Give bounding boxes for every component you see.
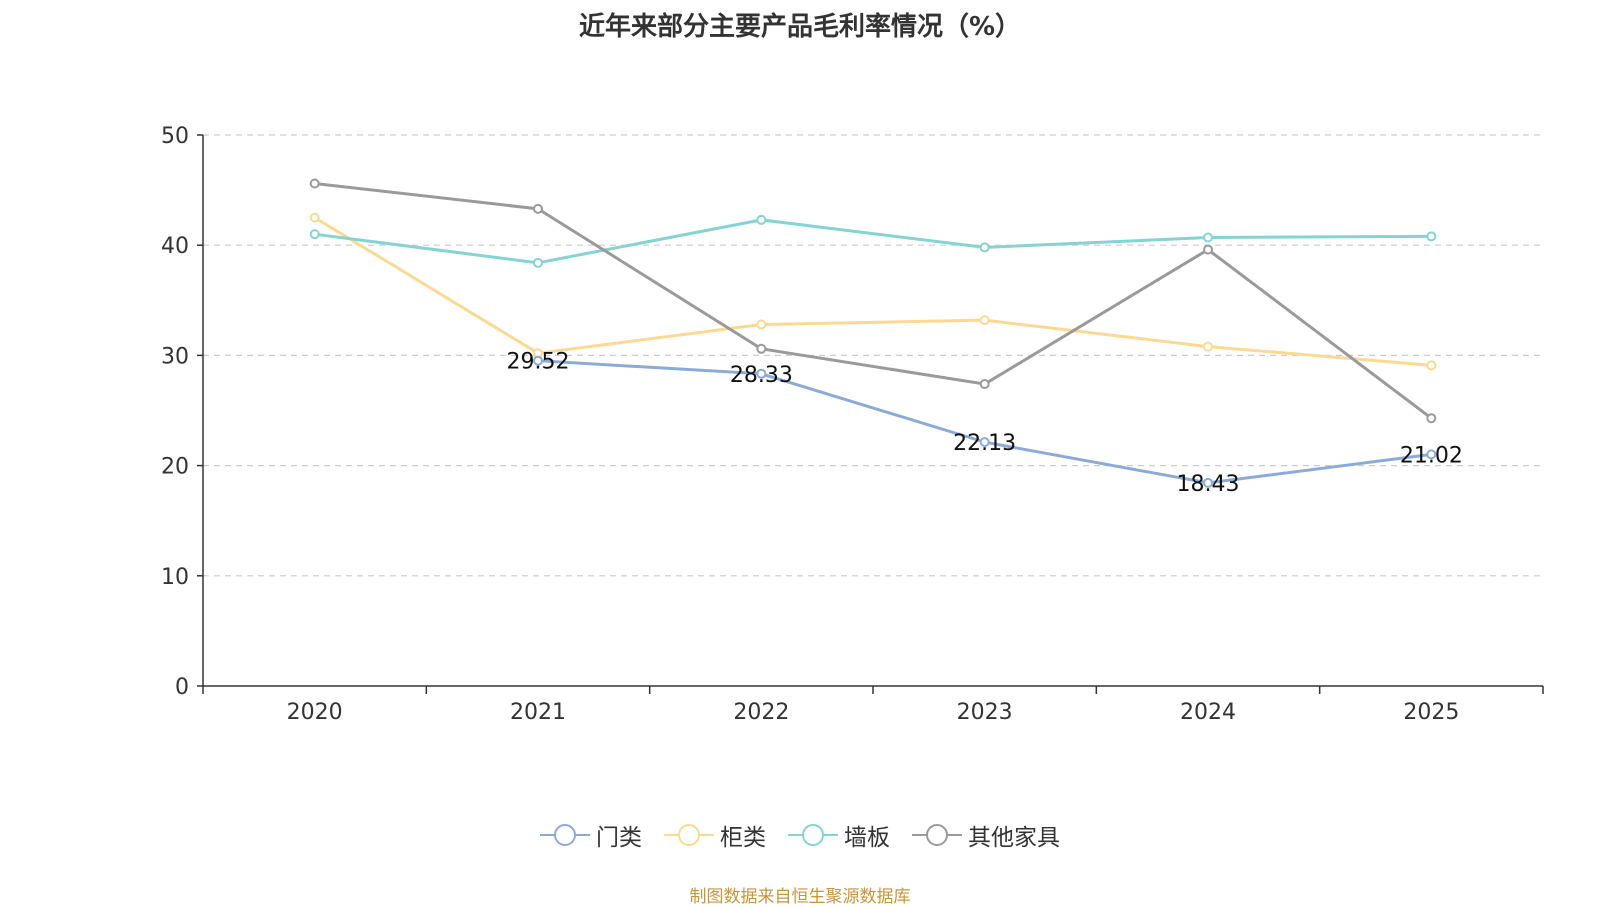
legend-wallboard-icon <box>788 824 838 846</box>
x-tick-label-2024: 2024 <box>1180 700 1236 725</box>
data-label-s0-2023: 22.13 <box>953 431 1016 456</box>
series-line-2 <box>314 218 1432 265</box>
data-point-s3-2024 <box>1203 244 1213 255</box>
legend-item-wallboard[interactable]: 墙板 <box>788 818 890 852</box>
data-point-s1-2020 <box>309 212 320 223</box>
data-label-s0-2022: 28.33 <box>730 363 793 388</box>
data-point-s2-2021 <box>533 257 543 268</box>
line-chart: 0 10 20 30 40 50 2020 2021 2022 2023 2024 2025 29.52… <box>161 124 1544 725</box>
legend-door-icon <box>540 824 590 846</box>
data-source-note: 制图数据来自恒生聚源数据库 <box>689 887 911 907</box>
data-point-s3-2021 <box>533 203 543 214</box>
data-point-s0-2022 <box>756 368 767 379</box>
data-point-s2-2025 <box>1426 231 1437 242</box>
x-tick-label-2022: 2022 <box>733 700 789 725</box>
legend-item-other-furniture[interactable]: 其他家具 <box>912 818 1060 852</box>
chart-legend: 门类 柜类 墙板 其他家具 <box>0 818 1600 852</box>
series-line-3 <box>314 181 1433 420</box>
x-tick-label-2025: 2025 <box>1403 700 1459 725</box>
data-point-s3-2025 <box>1426 413 1437 424</box>
data-point-s2-2023 <box>979 242 990 253</box>
y-tick-label-30: 30 <box>161 344 189 369</box>
data-point-s3-2020 <box>309 178 320 189</box>
data-point-s2-2024 <box>1203 232 1213 243</box>
data-point-s1-2025 <box>1426 360 1437 371</box>
data-point-s3-2023 <box>979 379 990 390</box>
series-line-1 <box>313 216 1432 367</box>
data-point-s1-2023 <box>979 315 990 326</box>
series-line-0 <box>537 359 1432 485</box>
data-point-s0-2023 <box>979 437 990 448</box>
legend-other-furniture-icon <box>912 824 962 846</box>
legend-cabinet-icon <box>664 824 714 846</box>
chart-title: 近年来部分主要产品毛利率情况（%） <box>578 12 1022 42</box>
legend-label-other-furniture: 其他家具 <box>968 825 1060 851</box>
data-point-s2-2020 <box>309 229 320 240</box>
y-tick-label-10: 10 <box>161 565 189 590</box>
data-point-s0-2021 <box>533 355 543 366</box>
x-tick-label-2021: 2021 <box>510 700 566 725</box>
y-tick-label-0: 0 <box>175 675 189 700</box>
data-label-s0-2024: 18.43 <box>1177 472 1240 497</box>
y-tick-label-50: 50 <box>161 124 189 149</box>
data-point-s3-2022 <box>756 343 767 354</box>
data-point-s2-2022 <box>756 214 767 225</box>
legend-label-wallboard: 墙板 <box>844 825 890 851</box>
data-point-s0-2024 <box>1203 477 1213 488</box>
x-tick-label-2023: 2023 <box>957 700 1013 725</box>
y-tick-label-20: 20 <box>161 455 189 480</box>
legend-label-cabinet: 柜类 <box>720 825 766 851</box>
data-point-s1-2022 <box>756 319 767 330</box>
y-tick-label-40: 40 <box>161 234 189 259</box>
data-label-s0-2021: 29.52 <box>507 350 570 375</box>
legend-item-cabinet[interactable]: 柜类 <box>664 818 766 852</box>
legend-label-door: 门类 <box>596 825 642 851</box>
x-tick-label-2020: 2020 <box>287 700 343 725</box>
legend-item-door[interactable]: 门类 <box>540 818 642 852</box>
data-point-s1-2024 <box>1203 341 1213 352</box>
data-label-s0-2025: 21.02 <box>1400 443 1463 468</box>
data-point-s0-2025 <box>1426 449 1437 460</box>
